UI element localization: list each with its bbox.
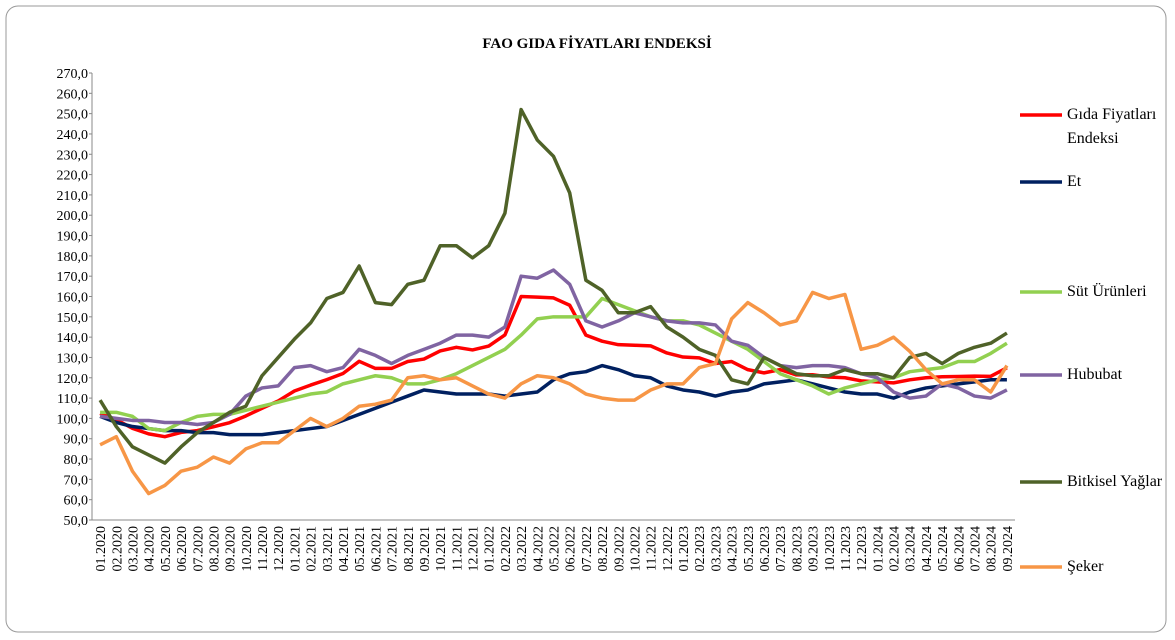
y-tick-label: 50,0	[64, 514, 89, 529]
x-tick-label: 09.2021	[418, 526, 433, 572]
x-tick-label: 07.2024	[969, 526, 984, 572]
y-tick-label: 120,0	[57, 372, 89, 387]
x-tick-label: 05.2021	[353, 526, 368, 572]
x-tick-label: 08.2022	[596, 526, 611, 572]
x-tick-label: 09.2024	[1001, 526, 1016, 572]
y-tick-label: 210,0	[57, 189, 89, 204]
y-tick-label: 150,0	[57, 311, 89, 326]
x-tick-label: 06.2024	[952, 526, 967, 572]
y-tick-label: 240,0	[57, 128, 89, 143]
series-line	[99, 290, 1009, 496]
y-tick-label: 270,0	[57, 67, 89, 82]
x-tick-label: 08.2020	[207, 526, 222, 572]
x-tick-label: 02.2021	[305, 526, 320, 572]
y-tick-label: 190,0	[57, 230, 89, 245]
x-tick-label: 02.2024	[888, 526, 903, 572]
legend-label: Hububat	[1067, 366, 1123, 383]
x-tick-label: 11.2020	[256, 526, 271, 571]
x-tick-label: 11.2022	[645, 526, 660, 571]
y-tick-label: 130,0	[57, 351, 89, 366]
x-tick-label: 08.2023	[790, 526, 805, 572]
series-line	[100, 296, 1008, 433]
x-tick-label: 04.2022	[531, 526, 546, 572]
x-tick-label: 05.2022	[548, 526, 563, 572]
x-tick-label: 12.2021	[467, 526, 482, 572]
x-tick-label: 05.2020	[159, 526, 174, 572]
y-tick-label: 200,0	[57, 209, 89, 224]
legend-label: Et	[1067, 173, 1082, 190]
x-tick-label: 10.2023	[823, 526, 838, 572]
x-tick-label: 01.2020	[94, 526, 109, 572]
x-tick-label: 02.2023	[693, 526, 708, 572]
x-tick-label: 09.2022	[612, 526, 627, 572]
x-tick-label: 03.2022	[515, 526, 530, 572]
legend-label: Süt Ürünleri	[1067, 283, 1147, 300]
x-tick-label: 07.2022	[580, 526, 595, 572]
x-tick-label: 10.2022	[628, 526, 643, 572]
x-tick-label: 01.2021	[288, 526, 303, 572]
legend-label: Bitkisel Yağlar	[1067, 473, 1163, 490]
y-tick-label: 60,0	[64, 494, 89, 509]
x-tick-label: 07.2020	[191, 526, 206, 572]
y-tick-label: 110,0	[57, 392, 88, 407]
legend-label: Şeker	[1067, 558, 1104, 575]
y-tick-label: 90,0	[64, 433, 89, 448]
x-tick-label: 03.2021	[321, 526, 336, 572]
x-tick-label: 10.2021	[434, 526, 449, 572]
y-tick-label: 100,0	[57, 412, 89, 427]
x-tick-label: 03.2024	[904, 526, 919, 572]
x-tick-label: 02.2020	[110, 526, 125, 572]
x-tick-label: 09.2023	[807, 526, 822, 572]
y-tick-label: 260,0	[57, 87, 89, 102]
x-tick-label: 03.2020	[126, 526, 141, 572]
x-tick-label: 06.2020	[175, 526, 190, 572]
x-tick-label: 12.2023	[855, 526, 870, 572]
x-tick-label: 04.2024	[920, 526, 935, 572]
x-tick-label: 07.2021	[386, 526, 401, 572]
x-tick-label: 01.2022	[483, 526, 498, 572]
legend-label: Gıda Fiyatları Endeksi	[1067, 106, 1157, 147]
y-tick-label: 220,0	[57, 169, 89, 184]
x-tick-label: 10.2020	[240, 526, 255, 572]
y-tick-label: 250,0	[57, 108, 89, 123]
y-tick-label: 70,0	[64, 473, 89, 488]
series-line	[98, 107, 1008, 465]
x-tick-label: 05.2023	[742, 526, 757, 572]
x-tick-label: 06.2022	[564, 526, 579, 572]
y-tick-label: 230,0	[57, 148, 89, 163]
x-tick-label: 03.2023	[709, 526, 724, 572]
x-tick-label: 11.2023	[839, 526, 854, 571]
x-tick-label: 12.2022	[661, 526, 676, 572]
x-tick-label: 01.2024	[871, 526, 886, 572]
y-tick-label: 170,0	[57, 270, 89, 285]
x-tick-label: 01.2023	[677, 526, 692, 572]
series-line	[99, 294, 1008, 439]
x-tick-label: 09.2020	[224, 526, 239, 572]
x-tick-label: 07.2023	[774, 526, 789, 572]
series-line	[99, 363, 1007, 437]
x-tick-label: 06.2023	[758, 526, 773, 572]
y-tick-label: 140,0	[57, 331, 89, 346]
y-tick-label: 80,0	[64, 453, 89, 468]
y-tick-label: 160,0	[57, 291, 89, 306]
x-tick-label: 05.2024	[936, 526, 951, 572]
x-tick-label: 04.2021	[337, 526, 352, 572]
x-tick-label: 04.2023	[726, 526, 741, 572]
x-tick-label: 11.2021	[450, 526, 465, 571]
x-tick-label: 06.2021	[369, 526, 384, 572]
chart-title: FAO GIDA FİYATLARI ENDEKSİ	[482, 35, 712, 52]
y-tick-label: 180,0	[57, 250, 89, 265]
x-tick-label: 02.2022	[499, 526, 514, 572]
x-tick-label: 08.2021	[402, 526, 417, 572]
x-tick-label: 04.2020	[143, 526, 158, 572]
x-tick-label: 12.2020	[272, 526, 287, 572]
x-tick-label: 08.2024	[985, 526, 1000, 572]
